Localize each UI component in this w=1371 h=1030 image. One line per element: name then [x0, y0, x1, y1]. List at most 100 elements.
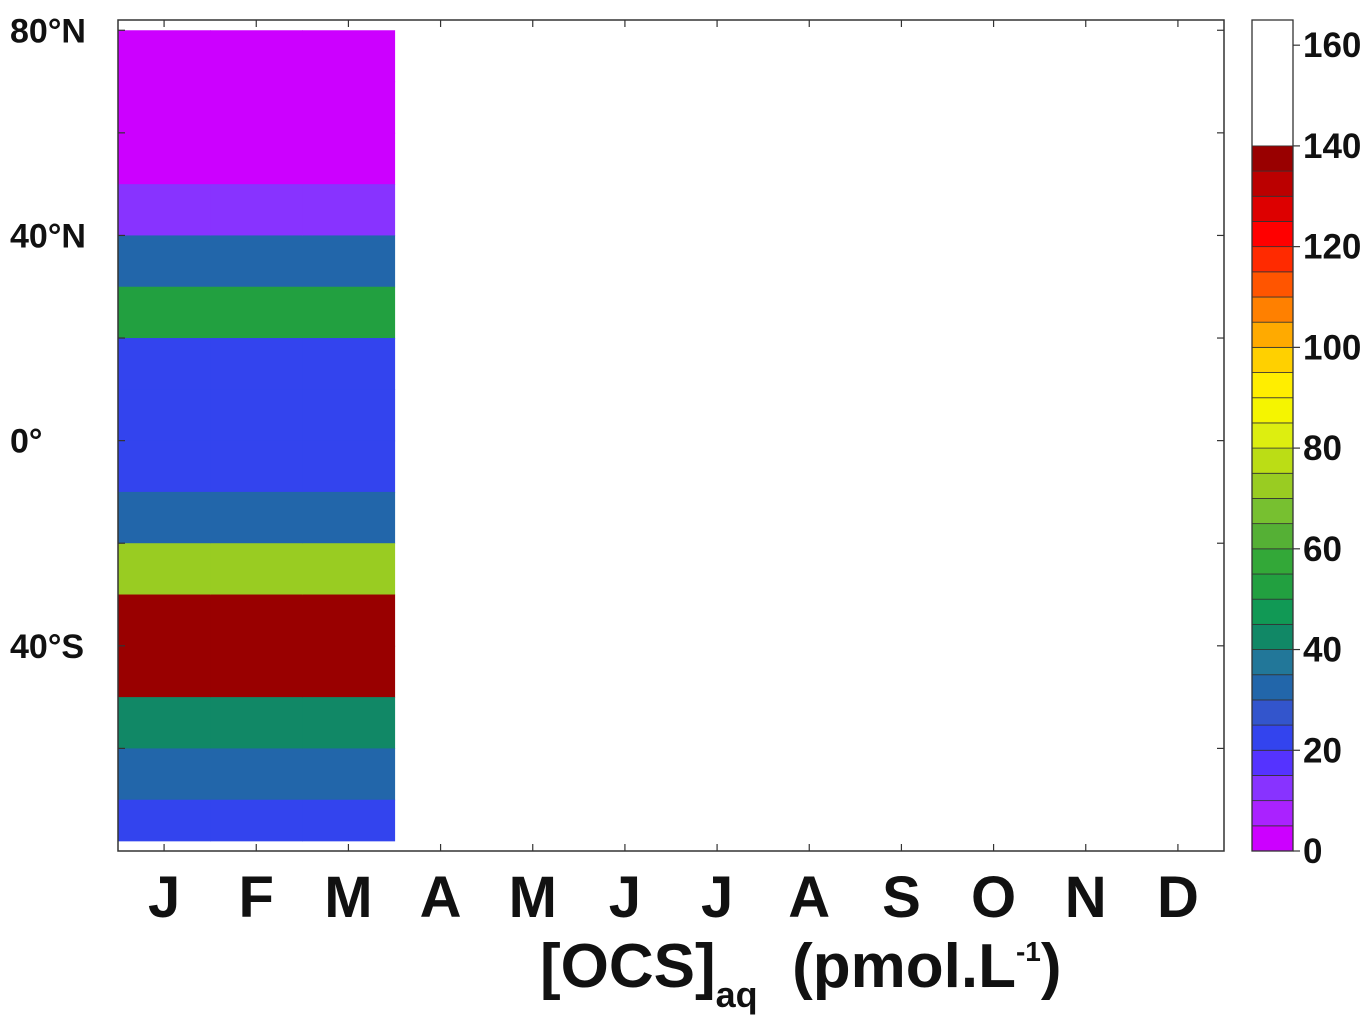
- heatmap-cell: [302, 389, 396, 442]
- colorbar-tick-label: 20: [1303, 731, 1342, 770]
- colorbar-tick-label: 100: [1303, 328, 1361, 367]
- x-title-main: [OCS]: [540, 932, 716, 1001]
- colorbar-segment: [1251, 296, 1294, 323]
- colorbar-segment: [1251, 372, 1294, 399]
- x-title-subscript: aq: [715, 974, 758, 1015]
- heatmap-cell: [210, 440, 303, 493]
- heatmap-cell: [118, 697, 211, 750]
- heatmap-cell: [302, 543, 396, 596]
- heatmap-cells: [118, 30, 396, 842]
- heatmap-cell: [302, 799, 396, 842]
- colorbar-segment: [1251, 573, 1294, 600]
- heatmap-cell: [210, 389, 303, 442]
- colorbar-segment: [1251, 145, 1294, 172]
- colorbar-segment: [1251, 825, 1294, 852]
- x-title-superscript: -1: [1015, 936, 1041, 967]
- colorbar-segment: [1251, 523, 1294, 550]
- heatmap-cell: [302, 697, 396, 750]
- heatmap-cell: [118, 645, 211, 698]
- colorbar-segment: [1251, 649, 1294, 676]
- heatmap-cell: [210, 594, 303, 647]
- y-tick-label: 40°N: [10, 217, 86, 255]
- heatmap-cell: [118, 748, 211, 801]
- month-label: F: [239, 865, 274, 930]
- colorbar-segment: [1251, 472, 1294, 499]
- colorbar-segment: [1251, 548, 1294, 575]
- y-tick-label: 40°S: [10, 628, 84, 666]
- heatmap-cell: [118, 30, 211, 83]
- heatmap-cell: [210, 748, 303, 801]
- heatmap-cell: [302, 184, 396, 237]
- heatmap-cell: [302, 440, 396, 493]
- heatmap-cell: [118, 338, 211, 390]
- month-label: O: [971, 865, 1016, 930]
- month-label: M: [509, 865, 557, 930]
- x-title-units: (pmol.L: [792, 932, 1016, 1001]
- heatmap-cell: [302, 30, 396, 83]
- heatmap-cell: [118, 799, 211, 842]
- colorbar-segment: [1251, 346, 1294, 373]
- heatmap-cell: [118, 543, 211, 596]
- heatmap-cell: [210, 132, 303, 185]
- heatmap-cell: [302, 235, 396, 288]
- colorbar-segment: [1251, 170, 1294, 197]
- heatmap-cell: [302, 338, 396, 390]
- colorbar-segment: [1251, 775, 1294, 802]
- heatmap-cell: [302, 81, 396, 134]
- colorbar-segment: [1251, 699, 1294, 726]
- colorbar-frame: [1251, 19, 1294, 852]
- colorbar-segment: [1251, 749, 1294, 776]
- colorbar-segment: [1251, 246, 1294, 273]
- y-tick-label: 80°N: [10, 12, 86, 50]
- colorbar-segment: [1251, 321, 1294, 348]
- colorbar-tick-label: 120: [1303, 228, 1361, 267]
- colorbar-tick-label: 60: [1303, 530, 1342, 569]
- month-label: J: [148, 865, 180, 930]
- x-axis-title: [OCS]aq (pmol.L-1): [540, 936, 1062, 1013]
- heatmap-cell: [118, 491, 211, 544]
- heatmap-cell: [118, 184, 211, 237]
- colorbar-segment: [1251, 724, 1294, 751]
- colorbar-tick-label: 160: [1303, 26, 1361, 65]
- heatmap-cell: [302, 645, 396, 698]
- colorbar-tick-label: 0: [1303, 832, 1322, 871]
- colorbar-tick-label: 140: [1303, 127, 1361, 166]
- colorbar-segment: [1251, 397, 1294, 424]
- axis-ticks: [118, 20, 1224, 851]
- heatmap-cell: [118, 132, 211, 185]
- month-label: J: [701, 865, 733, 930]
- y-tick-label: 0°: [10, 423, 43, 461]
- month-label: N: [1065, 865, 1107, 930]
- colorbar-segment: [1251, 598, 1294, 625]
- heatmap-cell: [210, 338, 303, 390]
- heatmap-cell: [210, 81, 303, 134]
- heatmap-cell: [210, 543, 303, 596]
- heatmap-cell: [210, 184, 303, 237]
- heatmap-cell: [302, 286, 396, 339]
- heatmap-cell: [118, 440, 211, 493]
- heatmap-cell: [118, 286, 211, 339]
- heatmap-cell: [118, 235, 211, 288]
- month-label: M: [324, 865, 372, 930]
- month-label: J: [609, 865, 641, 930]
- colorbar-segment: [1251, 623, 1294, 650]
- colorbar-segment: [1251, 447, 1294, 474]
- colorbar-segment: [1251, 674, 1294, 701]
- heatmap-cell: [210, 235, 303, 288]
- colorbar-segment: [1251, 221, 1294, 248]
- colorbar-segment: [1251, 422, 1294, 449]
- heatmap-cell: [302, 748, 396, 801]
- colorbar-segment: [1251, 498, 1294, 525]
- heatmap-cell: [302, 132, 396, 185]
- heatmap-cell: [210, 30, 303, 83]
- colorbar-tick-label: 40: [1303, 631, 1342, 670]
- month-label: S: [882, 865, 921, 930]
- y-axis-tick-labels: 80°N 40°N 0° 40°S: [10, 12, 86, 666]
- heatmap-cell: [118, 594, 211, 647]
- month-label: A: [788, 865, 830, 930]
- colorbar-tick-label: 80: [1303, 429, 1342, 468]
- colorbar-segment: [1251, 800, 1294, 827]
- heatmap-cell: [118, 389, 211, 442]
